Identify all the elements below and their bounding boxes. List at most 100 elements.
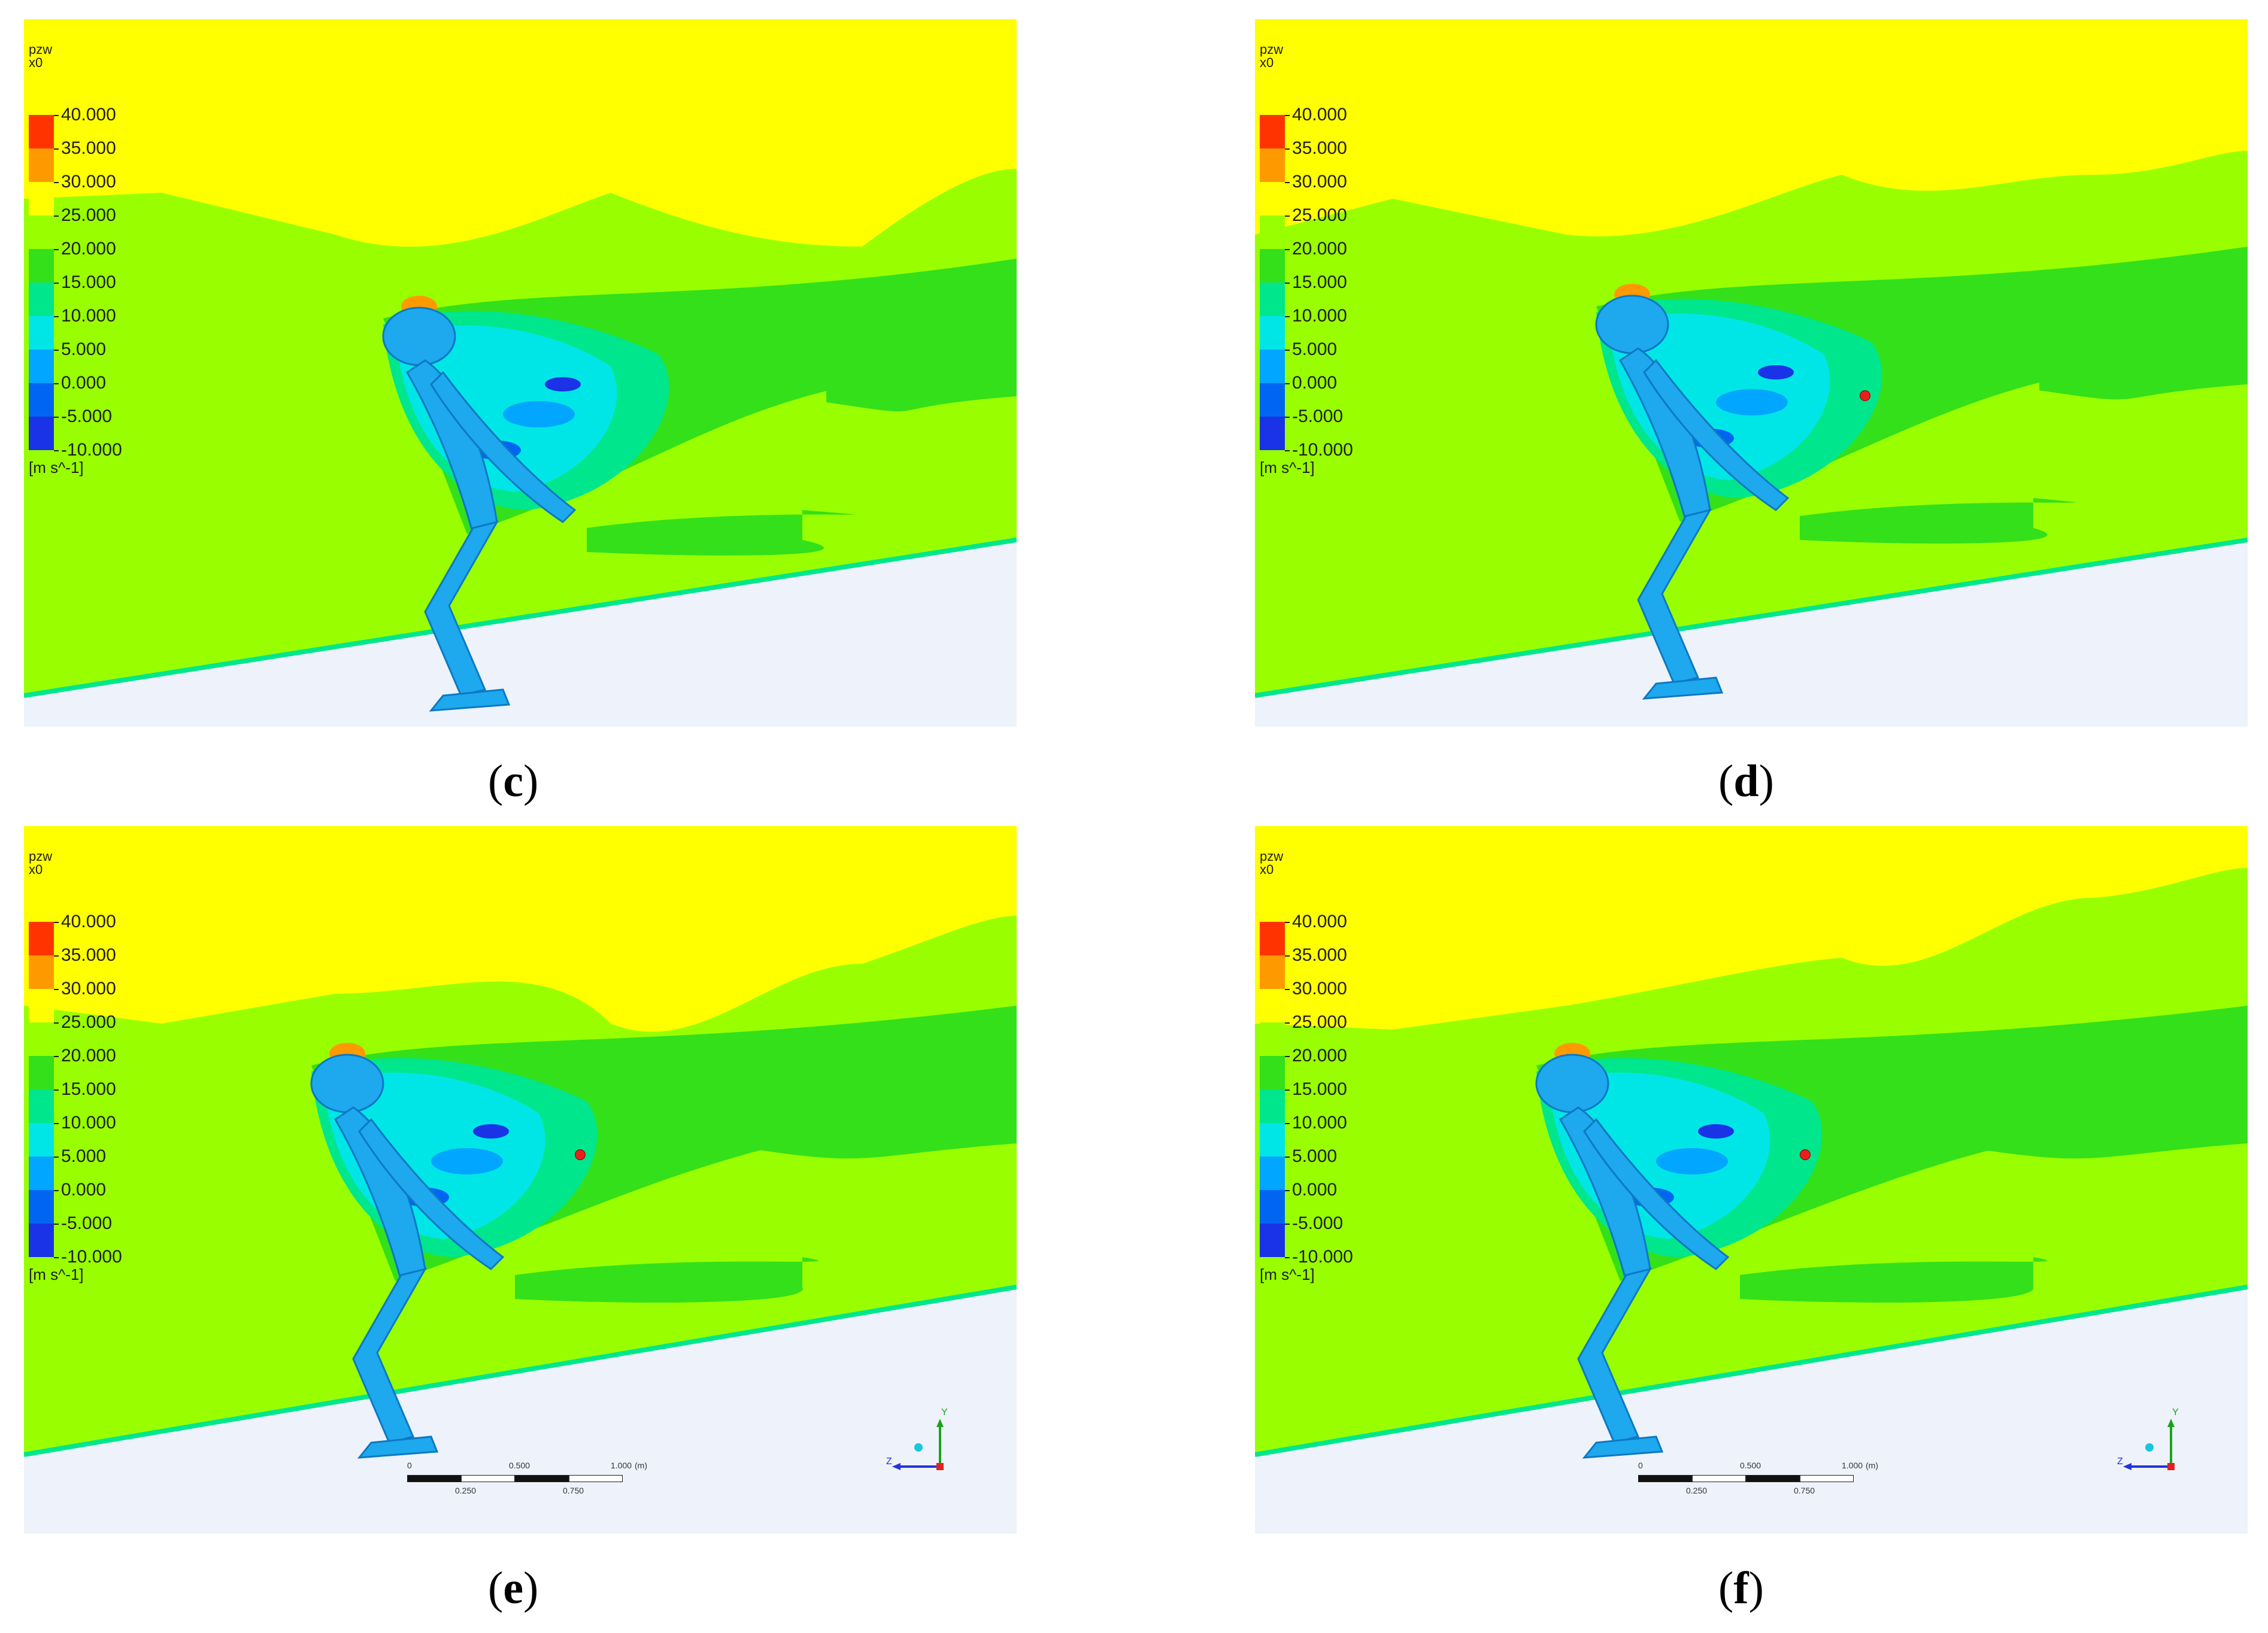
legend-band (29, 283, 54, 316)
legend-variable: pzw (29, 42, 53, 57)
legend-band (1260, 1157, 1285, 1190)
recirculation-pocket (545, 377, 581, 391)
legend-band (29, 1224, 54, 1257)
legend-band (29, 1089, 54, 1123)
legend-band (29, 417, 54, 450)
legend-colorbar (29, 115, 54, 450)
legend-tick-label: -10.000 (61, 440, 122, 460)
recirculation-pocket (1716, 389, 1788, 415)
legend-tick-label: 15.000 (61, 1079, 116, 1099)
scale-label: 1.000 (611, 1461, 632, 1470)
y-axis-arrowhead (2167, 1419, 2175, 1427)
legend-colorbar (1260, 115, 1285, 450)
legend-tick-label: 25.000 (1292, 1012, 1347, 1032)
z-axis-label: Z (886, 1456, 892, 1467)
legend-band (1260, 115, 1285, 148)
athlete-ski (1582, 1435, 1664, 1459)
legend-band (29, 1022, 54, 1056)
legend-tick-mark (1285, 115, 1290, 116)
contour-panel-d: pzw x0 40.000 35.000 30.000 25.000 20.000 15.00… (1255, 19, 2248, 727)
legend-tick-mark (1285, 922, 1290, 923)
scale-label: 0.250 (1686, 1486, 1708, 1495)
legend-tick-label: 40.000 (61, 105, 116, 125)
scale-segment (1638, 1475, 1692, 1482)
athlete-arm (358, 1118, 505, 1270)
z-axis-arrowhead (2123, 1463, 2131, 1470)
caption-e: (e) (488, 1563, 539, 1613)
legend-tick-label: 25.000 (61, 1012, 116, 1032)
legend-tick-mark (1285, 955, 1290, 957)
green-wake-streak-2 (1979, 1089, 2248, 1159)
legend-units: [m s^-1] (29, 459, 84, 476)
y-axis-arrowhead (936, 1419, 944, 1427)
legend-band (1260, 989, 1285, 1022)
legend-tick-mark (54, 148, 59, 150)
legend-tick-label: 5.000 (1292, 1146, 1338, 1166)
legend-band (1260, 417, 1285, 450)
scale-label: (m) (1866, 1461, 1878, 1470)
legend-tick-label: 0.000 (61, 373, 107, 393)
velocity-contour-field (1255, 19, 2248, 727)
legend-multiplier: x0 (1260, 55, 1274, 70)
legend-tick-mark (54, 1022, 59, 1024)
legend-tick-label: -5.000 (61, 1213, 113, 1233)
legend-tick-label: 30.000 (1292, 979, 1347, 998)
scale-segment (407, 1475, 461, 1482)
caption-f: (f) (1718, 1563, 1764, 1613)
y-axis-label: Y (941, 1407, 948, 1418)
contour-panel-c: pzw x0 40.000 35.000 30.000 25.000 20.000 15.00… (24, 19, 1017, 727)
scale-label: 0 (1638, 1461, 1643, 1470)
legend-band (1260, 1022, 1285, 1056)
scale-label: 0.750 (563, 1486, 584, 1495)
legend-tick-mark (1285, 1157, 1290, 1158)
scale-segment (1800, 1475, 1854, 1482)
recirculation-pocket (473, 1124, 509, 1139)
ground-boundary-layer (24, 538, 1017, 698)
legend-band (1260, 1224, 1285, 1257)
green-wake-streak-2 (2039, 330, 2248, 400)
legend-tick-mark (1285, 1224, 1290, 1225)
legend-band (1260, 1123, 1285, 1157)
legend-tick-mark (54, 989, 59, 990)
legend-tick-label: -5.000 (1292, 1213, 1344, 1233)
green-wake-streak-1 (587, 510, 855, 556)
recirculation-pocket (503, 401, 575, 427)
legend-tick-mark (54, 1257, 59, 1258)
legend-variable: pzw (1260, 42, 1284, 57)
legend-units: [m s^-1] (29, 1265, 84, 1283)
legend-tick-label: 15.000 (1292, 1079, 1347, 1099)
scale-segment (461, 1475, 515, 1482)
scale-segment (569, 1475, 623, 1482)
legend-tick-label: 20.000 (1292, 239, 1347, 259)
athlete-ski (429, 688, 511, 712)
legend-tick-label: 20.000 (61, 1046, 116, 1066)
legend-tick-mark (1285, 148, 1290, 150)
legend-tick-label: 10.000 (61, 1113, 116, 1133)
legend-band (1260, 1089, 1285, 1123)
legend-band (29, 1190, 54, 1224)
legend-tick-mark (54, 249, 59, 250)
legend-tick-mark (54, 283, 59, 284)
ground-slope (24, 540, 1017, 727)
legend-tick-label: 5.000 (61, 1146, 107, 1166)
legend-tick-mark (54, 417, 59, 418)
legend-tick-label: 25.000 (1292, 205, 1347, 225)
legend-band (1260, 1190, 1285, 1224)
legend-tick-mark (1285, 283, 1290, 284)
velocity-contour-field (1255, 826, 2248, 1534)
legend-band (1260, 316, 1285, 350)
color-legend: pzw x0 40.000 35.000 30.000 25.000 20.000 15.00… (29, 42, 172, 476)
legend-tick-label: 0.000 (1292, 1180, 1338, 1200)
recirculation-pocket (1698, 1124, 1734, 1139)
legend-variable: pzw (29, 849, 53, 864)
legend-tick-mark (1285, 450, 1290, 451)
contour-panel-f: pzw x0 40.000 35.000 30.000 25.000 20.000 15.00… (1255, 826, 2248, 1534)
legend-tick-label: 10.000 (1292, 1113, 1347, 1133)
legend-band (1260, 350, 1285, 383)
legend-tick-mark (54, 1157, 59, 1158)
legend-tick-label: 40.000 (61, 912, 116, 931)
legend-tick-mark (54, 955, 59, 957)
athlete-body (310, 1054, 505, 1459)
legend-colorbar (29, 922, 54, 1257)
legend-tick-mark (1285, 249, 1290, 250)
